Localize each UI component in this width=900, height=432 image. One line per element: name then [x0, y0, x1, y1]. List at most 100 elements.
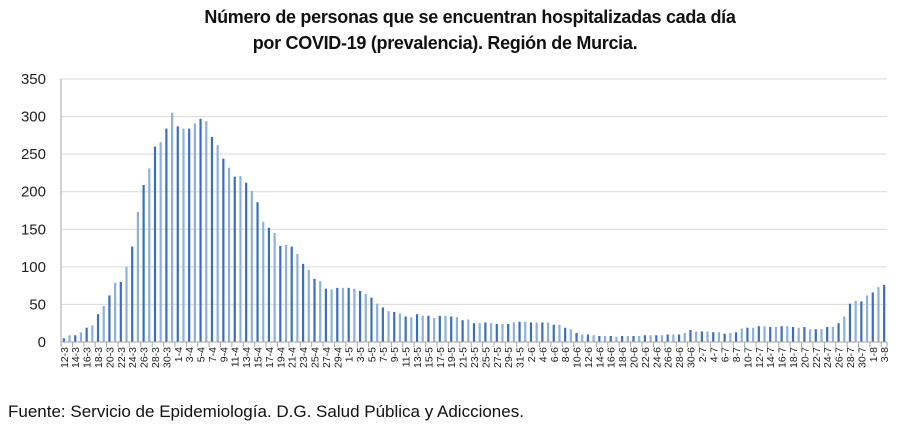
- x-tick-label: 23-4: [298, 347, 310, 368]
- x-tick-label: 12-7: [754, 347, 766, 368]
- bar: [79, 332, 83, 342]
- x-tick-label: 10-7: [742, 347, 754, 368]
- x-tick-label: 28-6: [674, 347, 686, 368]
- bar: [387, 311, 390, 342]
- bar: [734, 332, 738, 342]
- bar: [689, 329, 692, 342]
- bar: [581, 334, 584, 342]
- x-axis: 12-3 14-3 16-3 18-3 20-3 22-3 24-3 26-3 28-3 30-3…: [59, 341, 891, 368]
- bar: [131, 246, 134, 342]
- bar: [786, 326, 789, 342]
- bar: [273, 233, 276, 342]
- bar: [626, 335, 629, 342]
- x-tick-label: 16-3: [82, 347, 94, 368]
- bar: [307, 269, 310, 342]
- bar: [108, 295, 111, 342]
- x-tick-label: 14-3: [70, 347, 82, 368]
- bar: [165, 128, 168, 342]
- x-tick-label: 7-4: [207, 347, 219, 362]
- bar: [199, 118, 202, 342]
- bar: [376, 303, 379, 342]
- bar: [803, 326, 806, 342]
- bar: [746, 327, 749, 342]
- x-tick-label: 28-7: [845, 347, 857, 368]
- x-tick-label: 3-8: [879, 347, 891, 362]
- bar: [415, 314, 419, 342]
- bar: [683, 332, 686, 342]
- bar: [575, 332, 578, 342]
- x-tick-label: 26-7: [834, 347, 846, 368]
- bar: [267, 227, 271, 342]
- bar: [296, 254, 299, 342]
- bar: [330, 289, 333, 342]
- bar: [695, 331, 698, 342]
- x-tick-label: 5-4: [196, 347, 208, 362]
- y-tick-label: 250: [21, 146, 46, 163]
- bars: [62, 112, 886, 342]
- x-tick-label: 21-4: [287, 347, 299, 368]
- bar: [74, 335, 77, 342]
- bar: [791, 326, 795, 342]
- bar: [256, 202, 259, 342]
- bar: [757, 326, 760, 342]
- bar: [552, 324, 555, 342]
- y-tick-label: 350: [21, 71, 46, 88]
- bar: [865, 295, 869, 342]
- bar: [193, 123, 196, 342]
- bar: [774, 326, 778, 342]
- x-tick-label: 28-3: [150, 347, 162, 368]
- bar: [638, 335, 641, 342]
- bar: [461, 320, 464, 342]
- x-tick-label: 13-4: [241, 347, 253, 368]
- bar: [717, 332, 721, 342]
- bar: [507, 323, 510, 342]
- gridlines: [61, 78, 887, 305]
- bar: [763, 326, 766, 342]
- bar: [518, 321, 521, 342]
- bar: [142, 184, 145, 342]
- bar: [877, 287, 880, 342]
- bar: [245, 182, 248, 342]
- bar: [136, 212, 140, 342]
- x-tick-label: 15-5: [423, 347, 435, 368]
- bar: [182, 128, 185, 342]
- y-tick-label: 100: [21, 259, 46, 276]
- x-tick-label: 30-6: [685, 347, 697, 368]
- bar: [96, 314, 100, 342]
- bar: [319, 281, 322, 342]
- chart-title-line-2: por COVID-19 (prevalencia). Región de Mu…: [252, 33, 638, 53]
- y-tick-label: 200: [21, 184, 46, 201]
- bar: [535, 322, 538, 342]
- bar: [227, 167, 231, 342]
- x-tick-label: 1-4: [173, 347, 185, 362]
- x-tick-label: 16-7: [777, 347, 789, 368]
- x-tick-label: 16-6: [606, 347, 618, 368]
- x-tick-label: 3-4: [184, 347, 196, 362]
- bar: [837, 323, 840, 342]
- bar: [393, 311, 396, 342]
- bar: [290, 246, 293, 342]
- x-tick-label: 8-6: [560, 347, 572, 362]
- x-tick-label: 24-6: [651, 347, 663, 368]
- bar: [370, 297, 373, 342]
- bar: [843, 316, 846, 342]
- bar: [564, 327, 567, 342]
- bar: [347, 287, 350, 342]
- bar: [250, 190, 253, 342]
- bar: [472, 323, 476, 342]
- bar: [125, 266, 128, 342]
- bar: [592, 335, 595, 342]
- bar: [883, 284, 886, 342]
- x-tick-label: 6-7: [720, 347, 732, 362]
- bar: [410, 317, 413, 342]
- x-tick-label: 27-5: [492, 347, 504, 368]
- bar: [210, 136, 214, 342]
- bar: [501, 323, 504, 342]
- y-tick-label: 0: [38, 334, 46, 351]
- bar: [826, 326, 829, 342]
- x-tick-label: 2-6: [526, 347, 538, 362]
- x-tick-label: 30-7: [856, 347, 868, 368]
- bar: [233, 176, 236, 342]
- y-axis: 0 50 100 150 200 250 300 350: [21, 71, 62, 351]
- bar: [700, 331, 703, 342]
